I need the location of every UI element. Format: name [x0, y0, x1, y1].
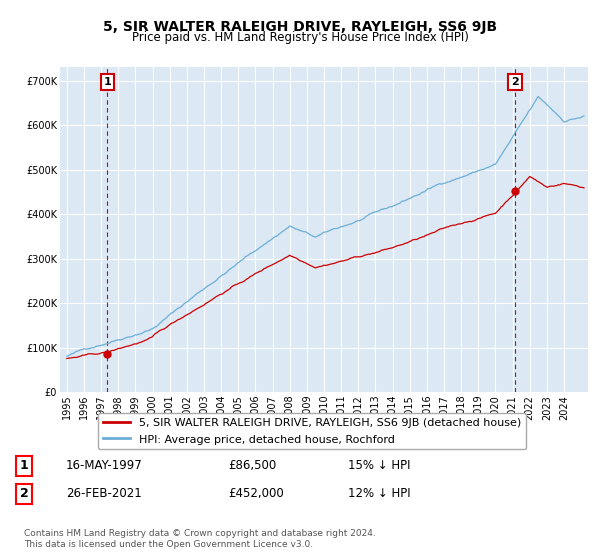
Text: 12% ↓ HPI: 12% ↓ HPI — [348, 487, 410, 501]
Text: 1: 1 — [104, 77, 112, 87]
Text: 16-MAY-1997: 16-MAY-1997 — [66, 459, 143, 473]
Text: 2: 2 — [511, 77, 519, 87]
Legend: 5, SIR WALTER RALEIGH DRIVE, RAYLEIGH, SS6 9JB (detached house), HPI: Average pr: 5, SIR WALTER RALEIGH DRIVE, RAYLEIGH, S… — [98, 413, 526, 449]
Text: 5, SIR WALTER RALEIGH DRIVE, RAYLEIGH, SS6 9JB: 5, SIR WALTER RALEIGH DRIVE, RAYLEIGH, S… — [103, 20, 497, 34]
Text: 15% ↓ HPI: 15% ↓ HPI — [348, 459, 410, 473]
Text: Contains HM Land Registry data © Crown copyright and database right 2024.
This d: Contains HM Land Registry data © Crown c… — [24, 529, 376, 549]
Text: Price paid vs. HM Land Registry's House Price Index (HPI): Price paid vs. HM Land Registry's House … — [131, 31, 469, 44]
Text: 26-FEB-2021: 26-FEB-2021 — [66, 487, 142, 501]
Text: £86,500: £86,500 — [228, 459, 276, 473]
Text: 2: 2 — [20, 487, 28, 501]
Text: £452,000: £452,000 — [228, 487, 284, 501]
Text: 1: 1 — [20, 459, 28, 473]
